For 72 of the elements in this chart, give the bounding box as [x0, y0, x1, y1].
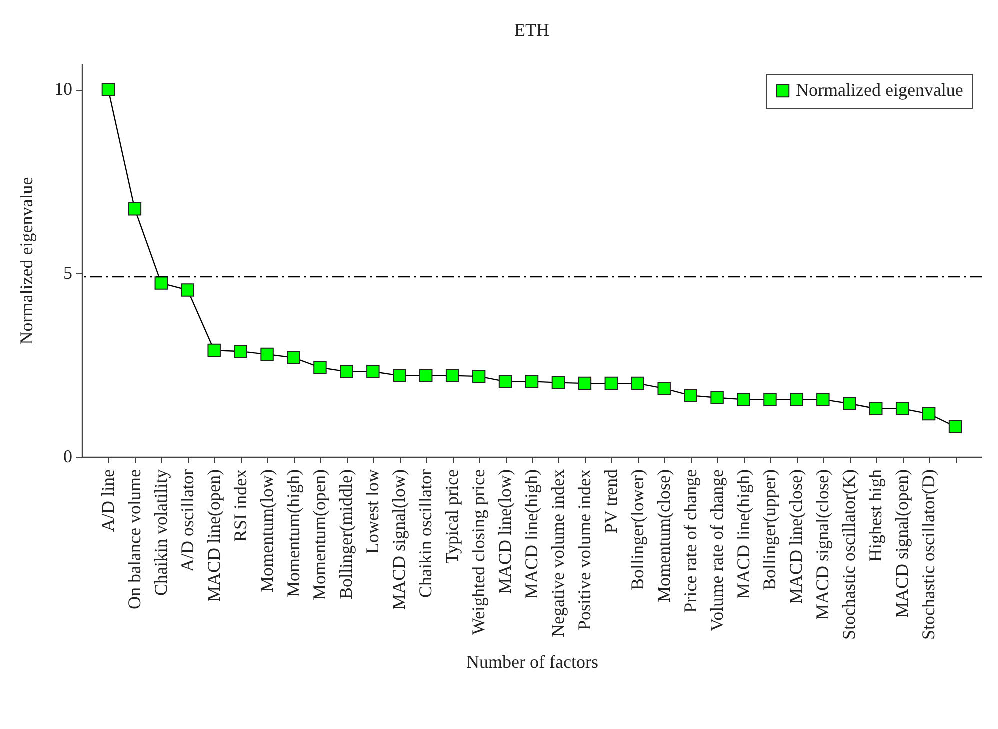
point	[393, 369, 406, 382]
x-tick-label: Momentum(open)	[310, 470, 330, 600]
x-tick-label: Bollinger(middle)	[336, 470, 356, 600]
x-tick-label: Stochastic oscillator(D)	[918, 470, 939, 640]
legend-label: Normalized eigenvalue	[796, 80, 964, 100]
x-tick-label: On balance volume	[124, 469, 144, 610]
x-tick-label: Bollinger(lower)	[627, 470, 648, 590]
x-tick-label: Chaikin oscillator	[416, 470, 436, 598]
point	[366, 365, 380, 378]
x-tick-label: Lowest low	[362, 470, 383, 554]
x-tick-label: PV trend	[600, 470, 621, 534]
x-tick-label: Weighted closing price	[468, 469, 489, 635]
x-tick-label: MACD signal(low)	[389, 470, 410, 610]
x-tick-label: MACD line(open)	[204, 470, 224, 602]
x-tick-label: Highest high	[866, 470, 886, 562]
x-tick-label: Momentum(high)	[283, 470, 304, 598]
point	[340, 365, 354, 378]
point	[208, 344, 221, 358]
x-tick-label: Negative volume index	[548, 470, 568, 638]
point	[922, 407, 936, 421]
point	[764, 393, 777, 406]
point	[869, 402, 883, 416]
x-tick-label: MACD line(high)	[522, 470, 542, 599]
point	[710, 391, 724, 404]
point	[896, 402, 910, 416]
point	[234, 344, 248, 358]
point	[419, 369, 433, 382]
x-tick-label: MACD signal(close)	[812, 470, 833, 620]
y-tick-label: 10	[54, 79, 72, 100]
point	[154, 276, 168, 290]
x-tick-label: A/D line	[98, 470, 118, 532]
x-axis-title: Number of factors	[466, 652, 598, 672]
x-tick-label: MACD line(close)	[786, 470, 806, 604]
x-tick-label: Positive volume index	[574, 470, 594, 630]
point	[287, 351, 300, 364]
point	[948, 420, 962, 434]
point	[498, 375, 512, 388]
point	[816, 393, 830, 406]
x-tick-label: Typical price	[442, 470, 462, 564]
x-tick-label: MACD signal(open)	[892, 469, 912, 618]
point	[314, 361, 327, 374]
point	[790, 393, 804, 406]
y-axis-title: Normalized eigenvalue	[16, 177, 36, 345]
point	[737, 393, 750, 406]
chart-title: ETH	[514, 20, 550, 40]
x-tick-label: Bollinger(upper)	[760, 470, 780, 590]
point	[631, 376, 645, 390]
point	[684, 389, 698, 402]
x-tick-label: MACD line(high)	[733, 470, 754, 599]
point	[552, 376, 566, 390]
x-tick-label: MACD line(low)	[495, 470, 516, 594]
x-tick-label: Momentum(low)	[256, 470, 277, 592]
point	[658, 382, 671, 396]
point	[525, 375, 539, 388]
y-tick-label: 5	[64, 262, 72, 283]
point	[843, 397, 856, 410]
x-tick-label: Stochastic oscillator(K)	[839, 470, 860, 640]
point	[128, 202, 142, 216]
point	[181, 284, 195, 297]
point	[604, 376, 618, 390]
point	[472, 370, 486, 384]
x-tick-label: Price rate of change	[680, 469, 700, 613]
x-tick-label: Volume rate of change	[706, 469, 727, 632]
y-tick-label: 0	[64, 446, 72, 466]
x-tick-label: Momentum(close)	[654, 470, 674, 602]
x-tick-label: A/D oscillator	[177, 470, 198, 572]
x-tick-label: Chaikin volatility	[150, 470, 171, 596]
point	[578, 376, 592, 390]
point	[102, 83, 116, 96]
point	[260, 348, 274, 362]
x-tick-label: RSI index	[230, 470, 250, 542]
point	[446, 369, 460, 382]
